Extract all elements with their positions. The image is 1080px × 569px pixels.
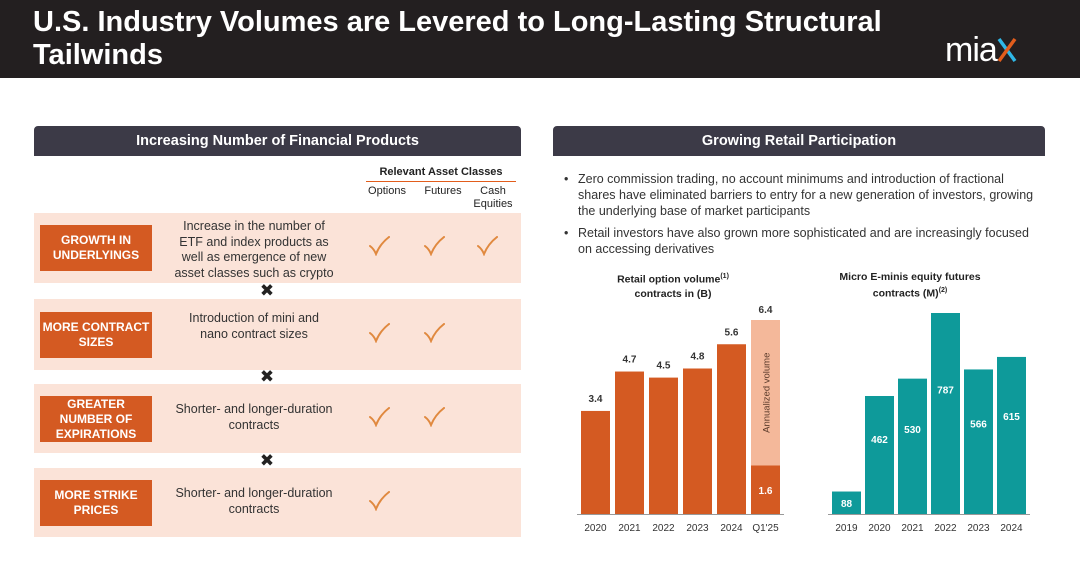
page-title: U.S. Industry Volumes are Levered to Lon… [33,6,882,71]
category-tick-label: 2022 [934,523,957,534]
right-panel-title: Growing Retail Participation [553,126,1045,156]
bar [649,377,678,514]
row-description: Shorter- and longer-duration contracts [175,402,333,432]
bar [931,313,960,514]
cross-icon: ✖ [259,367,275,386]
row-label: GROWTH IN UNDERLYINGS [40,225,152,271]
row-description: Shorter- and longer-duration contracts [175,486,333,516]
product-row: GROWTH IN UNDERLYINGS Increase in the num… [34,213,521,283]
logo-x-mark [997,34,1017,63]
asset-classes-title: Relevant Asset Classes [379,166,503,178]
category-tick-label: 2020 [868,523,891,534]
header-bar: U.S. Industry Volumes are Levered to Lon… [0,0,1080,78]
bar [683,368,712,514]
category-tick-label: 2021 [901,523,924,534]
retail-bullets: Zero commission trading, no account mini… [562,171,1042,263]
chart2-title: Micro E-minis equity futures contracts (… [815,270,1005,301]
chart2-title-line2: contracts (M) [872,287,939,300]
miax-logo: mia [945,32,1017,68]
left-panel-title: Increasing Number of Financial Products [34,126,521,156]
checkmark-icon [369,236,390,256]
bar-value-label: 787 [937,385,954,396]
category-tick-label: 2021 [618,523,641,534]
checkmark-icon [369,406,390,427]
category-tick-label: 2019 [835,523,858,534]
asset-class-options: Options [368,185,406,197]
bar [717,344,746,514]
bar-value-label: 88 [841,499,853,510]
bar [997,356,1026,514]
bar [581,410,610,514]
bar [832,491,861,514]
bar-value-label: 4.5 [657,361,671,372]
asset-classes-rule [366,181,516,182]
product-row: MORE STRIKE PRICES Shorter- and longer-du… [34,468,521,537]
bar-value-label: 3.4 [589,394,603,405]
bar-value-label: 5.6 [725,327,739,338]
chart1-title-line1: Retail option volume [617,273,721,286]
bar-value-label: 4.7 [623,355,637,366]
annualized-value-label: 6.4 [759,305,773,316]
product-row: GREATER NUMBER OF EXPIRATIONS Shorter- an… [34,384,521,453]
cross-icon: ✖ [259,450,275,470]
bar-value-label: 1.6 [759,486,773,497]
chart1-footnote: (1) [720,273,729,280]
category-tick-label: Q1'25 [752,523,779,534]
checkmark-icon [369,322,390,343]
category-tick-label: 2024 [1000,523,1023,534]
row-label: GREATER NUMBER OF EXPIRATIONS [40,396,152,442]
bar [751,465,780,514]
bar [898,378,927,514]
checkmark-icon [477,236,498,256]
annualized-text: Annualized volume [762,353,773,433]
annualized-bar [751,320,780,466]
asset-class-cash-equities: Cash Equities [473,185,513,210]
chart2-title-line1: Micro E-minis equity futures [839,271,981,283]
bar [865,396,894,514]
bar-value-label: 566 [970,419,987,430]
row-description: Increase in the number of ETF and index … [174,219,334,280]
row-label: MORE STRIKE PRICES [40,480,152,526]
category-tick-label: 2022 [652,523,675,534]
row-label: MORE CONTRACT SIZES [40,312,152,358]
bar-value-label: 4.8 [691,352,705,363]
category-tick-label: 2024 [720,523,743,534]
bullet-item: Zero commission trading, no account mini… [562,171,1042,219]
category-tick-label: 2020 [584,523,607,534]
row-description: Introduction of mini and nano contract s… [189,311,319,341]
checkmark-icon [424,406,445,427]
asset-class-futures: Futures [424,185,462,197]
product-row: MORE CONTRACT SIZES Introduction of mini … [34,299,521,370]
chart1-title-line2: contracts in (B) [634,287,712,300]
bar-value-label: 615 [1003,412,1020,423]
checkmark-icon [369,490,390,511]
category-tick-label: 2023 [967,523,990,534]
checkmark-icon [424,236,445,256]
category-tick-label: 2023 [686,523,709,534]
bar [615,371,644,514]
bar-value-label: 462 [871,435,888,446]
bullet-item: Retail investors have also grown more so… [562,225,1042,257]
chart2-footnote: (2) [938,287,948,294]
checkmark-icon [424,322,445,343]
chart1-title: Retail option volume(1) contracts in (B) [578,270,768,301]
micro-emini-chart: 88 2019 462 2020 530 2021 787 2022 566 2023 615 202… [828,313,1030,534]
bar-value-label: 530 [904,425,921,436]
retail-option-volume-chart: 3.4 2020 4.7 2021 4.5 2022 4.8 2023 5.6 2024 6.4 An… [577,305,784,534]
cross-icon: ✖ [259,281,275,300]
bar [964,369,993,514]
